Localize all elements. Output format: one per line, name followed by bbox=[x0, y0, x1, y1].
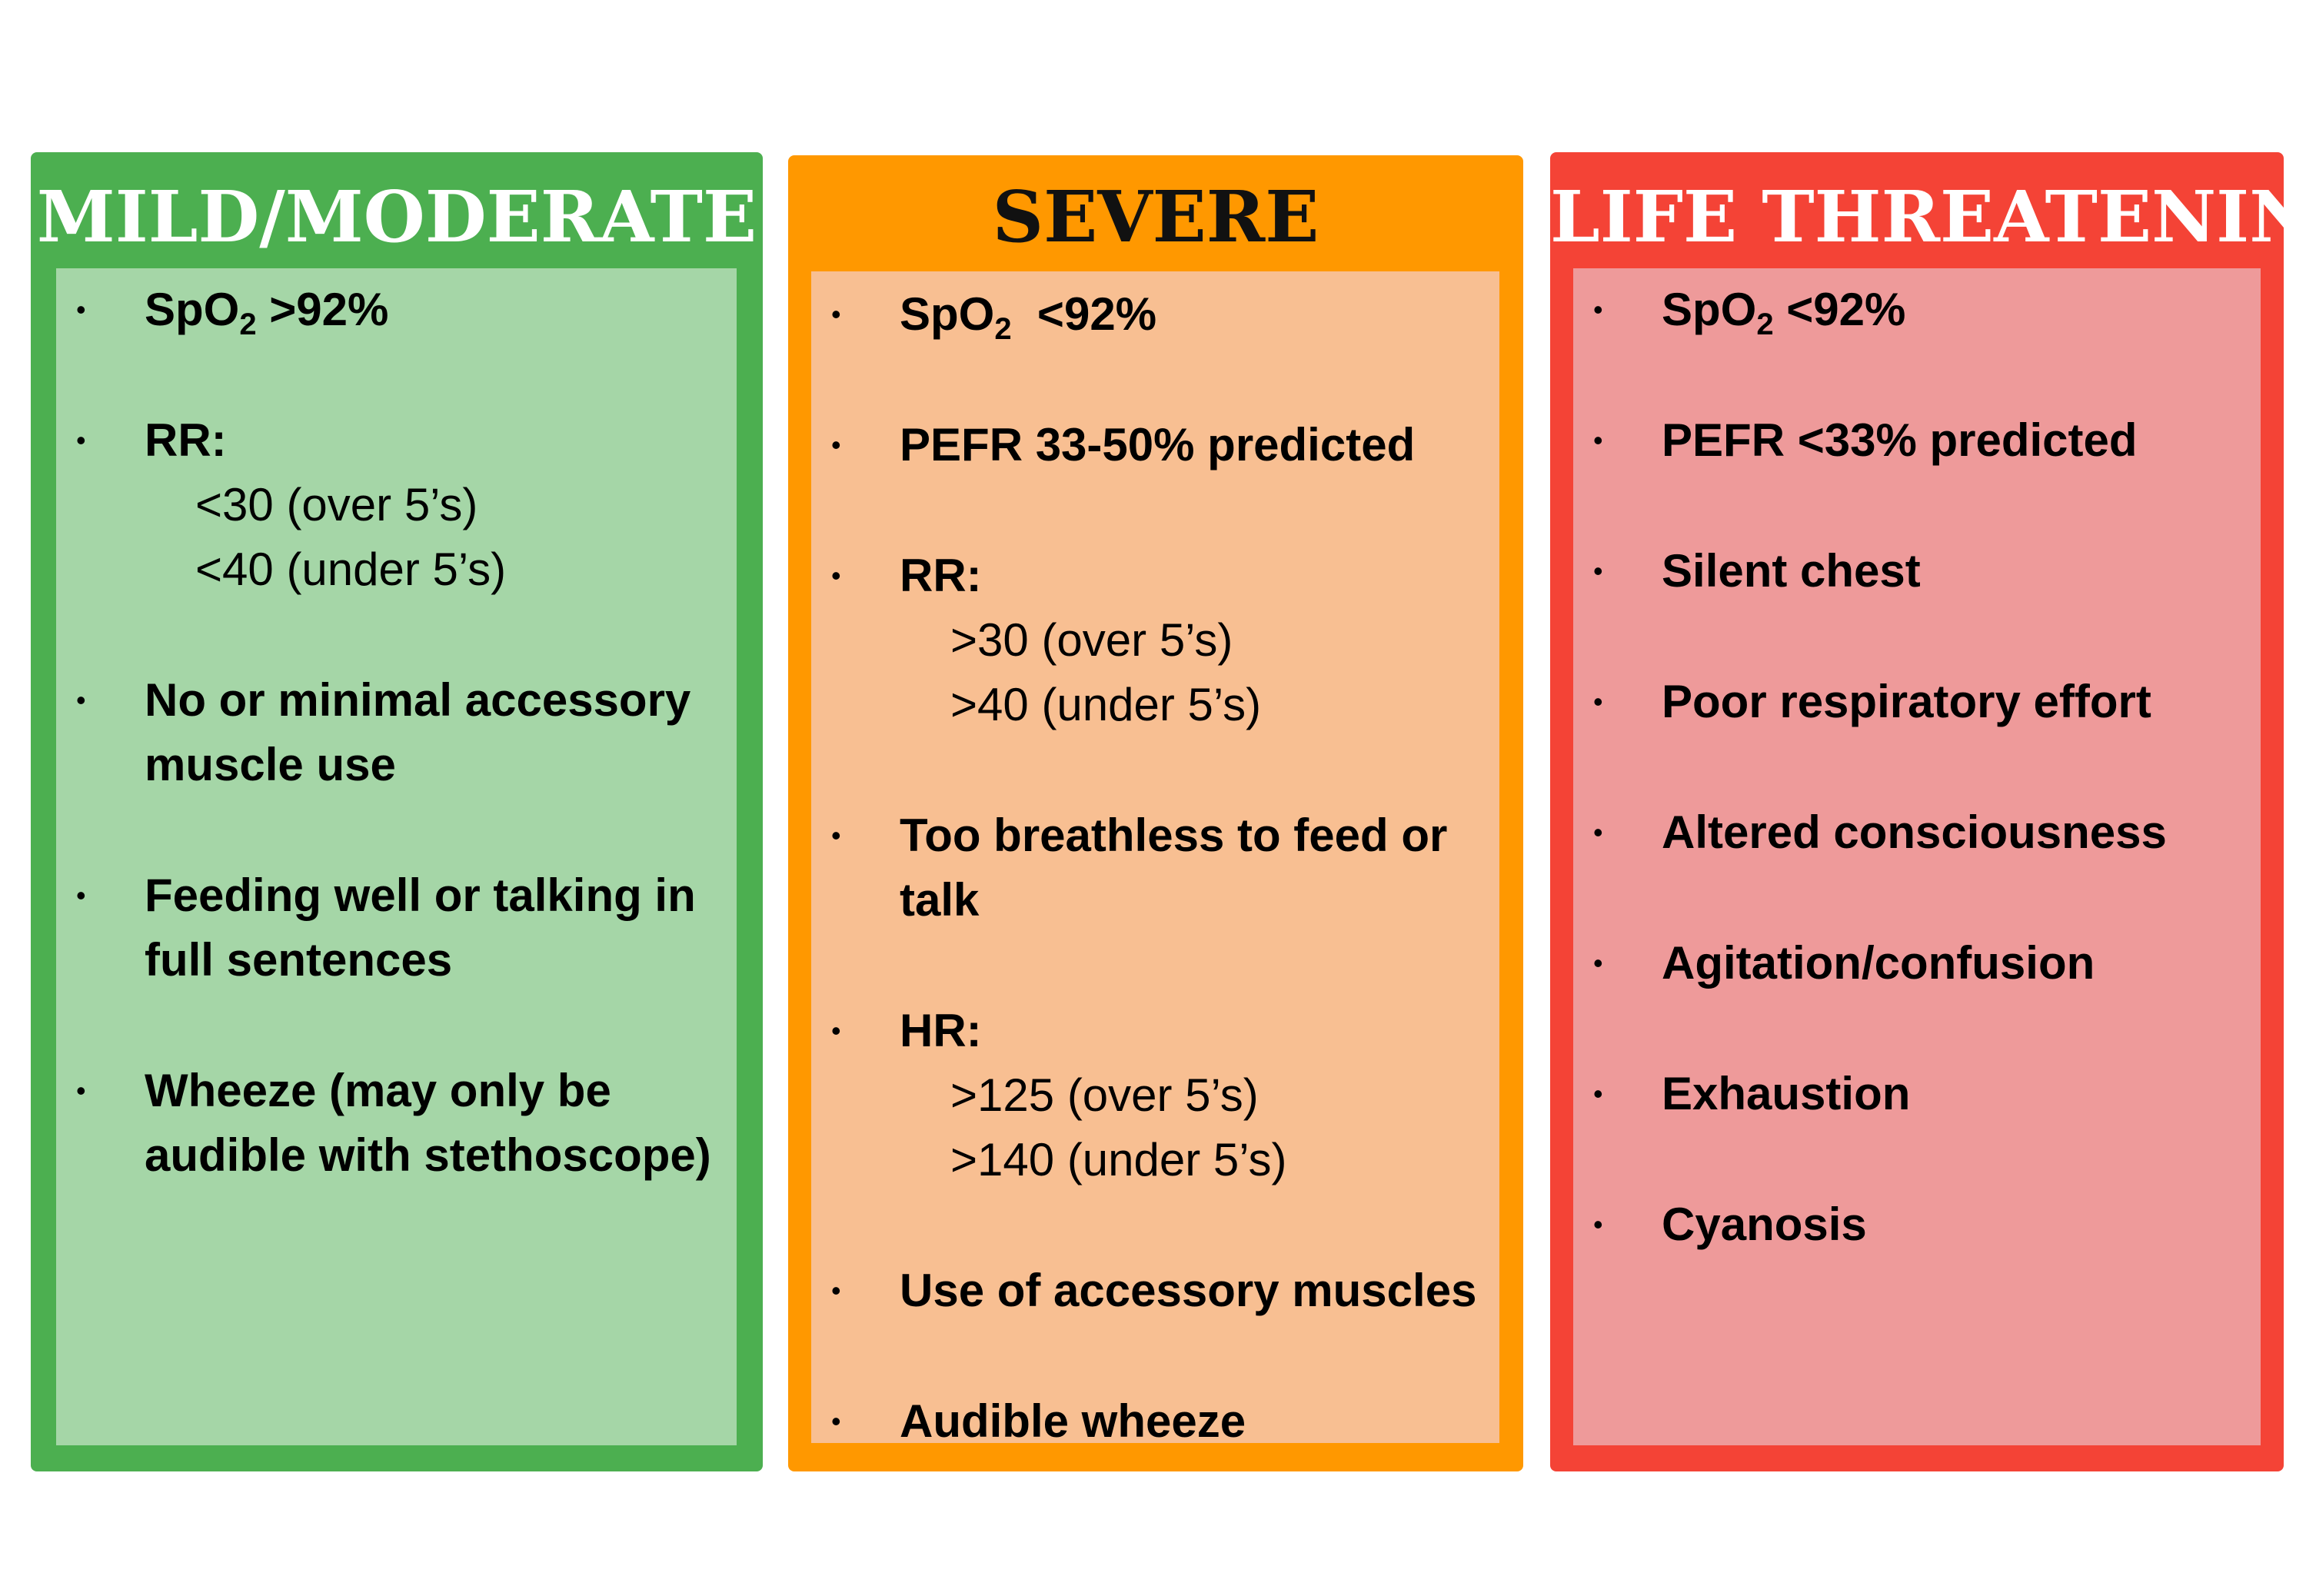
item-label: Cyanosis bbox=[1662, 1199, 1867, 1250]
list-item: • Poor respiratory effort bbox=[1573, 670, 2261, 734]
bullet-icon: • bbox=[1593, 1209, 1603, 1240]
item-label: Altered consciousness bbox=[1662, 806, 2167, 858]
item-label: Wheeze (may only be audible with stethos… bbox=[145, 1065, 711, 1181]
bullet-icon: • bbox=[76, 879, 86, 911]
life-threatening-body: • SpO2 <92% • PEFR <33% predicted • Sile… bbox=[1573, 268, 2261, 1445]
list-item: • Use of accessory muscles bbox=[811, 1259, 1499, 1323]
item-subscript: 2 bbox=[994, 312, 1012, 346]
bullet-icon: • bbox=[1593, 816, 1603, 848]
list-item: • Exhaustion bbox=[1573, 1062, 2261, 1126]
item-subscript: 2 bbox=[1756, 308, 1774, 341]
item-subline: >125 (over 5’s) bbox=[950, 1069, 1259, 1121]
list-item: • Altered consciousness bbox=[1573, 800, 2261, 865]
item-label: SpO bbox=[145, 284, 240, 335]
item-label: SpO bbox=[1662, 284, 1757, 335]
bullet-icon: • bbox=[1593, 686, 1603, 717]
item-label: Audible wheeze bbox=[900, 1395, 1246, 1443]
mild-moderate-list: • SpO2 >92% • RR: <30 (over 5’s) <40 (un… bbox=[56, 278, 737, 1188]
list-item: • SpO2 <92% bbox=[811, 282, 1499, 347]
item-subline: <40 (under 5’s) bbox=[195, 544, 507, 595]
list-item: • RR: <30 (over 5’s) <40 (under 5’s) bbox=[56, 408, 737, 602]
list-item: • PEFR <33% predicted bbox=[1573, 408, 2261, 473]
item-label: Exhaustion bbox=[1662, 1068, 1911, 1119]
severe-body: • SpO2 <92% • PEFR 33-50% predicted • RR… bbox=[811, 271, 1499, 1443]
item-label: Poor respiratory effort bbox=[1662, 676, 2151, 727]
life-threatening-panel: LIFE THREATENING • SpO2 <92% • PEFR <33%… bbox=[1550, 152, 2306, 1471]
item-label: PEFR <33% predicted bbox=[1662, 414, 2138, 466]
item-label: Feeding well or talking in full sentence… bbox=[145, 869, 696, 986]
bullet-icon: • bbox=[831, 1275, 841, 1306]
item-value: <92% bbox=[1773, 284, 1906, 335]
list-item: • Silent chest bbox=[1573, 539, 2261, 603]
item-label: HR: bbox=[900, 1005, 982, 1056]
item-label: Use of accessory muscles bbox=[900, 1265, 1477, 1316]
item-subline: >40 (under 5’s) bbox=[950, 679, 1262, 730]
list-item: • Wheeze (may only be audible with steth… bbox=[56, 1059, 737, 1188]
list-item: • Cyanosis bbox=[1573, 1192, 2261, 1257]
item-label: Too breathless to feed or talk bbox=[900, 810, 1448, 926]
mild-moderate-body: • SpO2 >92% • RR: <30 (over 5’s) <40 (un… bbox=[56, 268, 737, 1445]
severe-title: SEVERE bbox=[992, 175, 1319, 258]
severe-list: • SpO2 <92% • PEFR 33-50% predicted • RR… bbox=[811, 282, 1499, 1443]
list-item: • SpO2 >92% bbox=[56, 278, 737, 342]
life-threatening-title: LIFE THREATENING bbox=[1550, 175, 2306, 258]
bullet-icon: • bbox=[1593, 947, 1603, 979]
bullet-icon: • bbox=[831, 298, 841, 330]
list-item: • Feeding well or talking in full senten… bbox=[56, 863, 737, 993]
item-value: >92% bbox=[256, 284, 389, 335]
item-label: Silent chest bbox=[1662, 545, 1921, 597]
list-item: • Audible wheeze bbox=[811, 1389, 1499, 1443]
list-item: • HR: >125 (over 5’s) >140 (under 5’s) bbox=[811, 999, 1499, 1192]
mild-moderate-panel: MILD/MODERATE • SpO2 >92% • RR: <30 (ove… bbox=[31, 152, 763, 1471]
item-label: RR: bbox=[900, 550, 982, 601]
bullet-icon: • bbox=[831, 1015, 841, 1046]
item-label: RR: bbox=[145, 414, 227, 466]
severe-panel: SEVERE • SpO2 <92% • PEFR 33-50% predict… bbox=[788, 155, 1523, 1471]
bullet-icon: • bbox=[831, 560, 841, 591]
list-item: • Too breathless to feed or talk bbox=[811, 803, 1499, 933]
life-threatening-list: • SpO2 <92% • PEFR <33% predicted • Sile… bbox=[1573, 278, 2261, 1257]
item-subline: >30 (over 5’s) bbox=[950, 614, 1233, 666]
bullet-icon: • bbox=[76, 1075, 86, 1106]
item-subline: <30 (over 5’s) bbox=[195, 479, 478, 530]
list-item: • RR: >30 (over 5’s) >40 (under 5’s) bbox=[811, 544, 1499, 737]
mild-moderate-title: MILD/MODERATE bbox=[36, 175, 757, 258]
item-label: No or minimal accessory muscle use bbox=[145, 674, 691, 790]
bullet-icon: • bbox=[76, 684, 86, 716]
item-label: SpO bbox=[900, 288, 995, 340]
item-label: Agitation/confusion bbox=[1662, 937, 2095, 989]
bullet-icon: • bbox=[1593, 294, 1603, 325]
item-label: PEFR 33-50% predicted bbox=[900, 419, 1416, 470]
item-subscript: 2 bbox=[239, 308, 257, 341]
bullet-icon: • bbox=[76, 294, 86, 325]
item-subline: >140 (under 5’s) bbox=[950, 1134, 1287, 1185]
list-item: • Agitation/confusion bbox=[1573, 931, 2261, 996]
bullet-icon: • bbox=[1593, 555, 1603, 587]
bullet-icon: • bbox=[831, 1405, 841, 1437]
list-item: • SpO2 <92% bbox=[1573, 278, 2261, 342]
bullet-icon: • bbox=[1593, 424, 1603, 456]
bullet-icon: • bbox=[76, 424, 86, 456]
list-item: • No or minimal accessory muscle use bbox=[56, 668, 737, 797]
bullet-icon: • bbox=[831, 429, 841, 461]
list-item: • PEFR 33-50% predicted bbox=[811, 413, 1499, 477]
bullet-icon: • bbox=[831, 820, 841, 851]
bullet-icon: • bbox=[1593, 1078, 1603, 1109]
item-value: <92% bbox=[1011, 288, 1157, 340]
